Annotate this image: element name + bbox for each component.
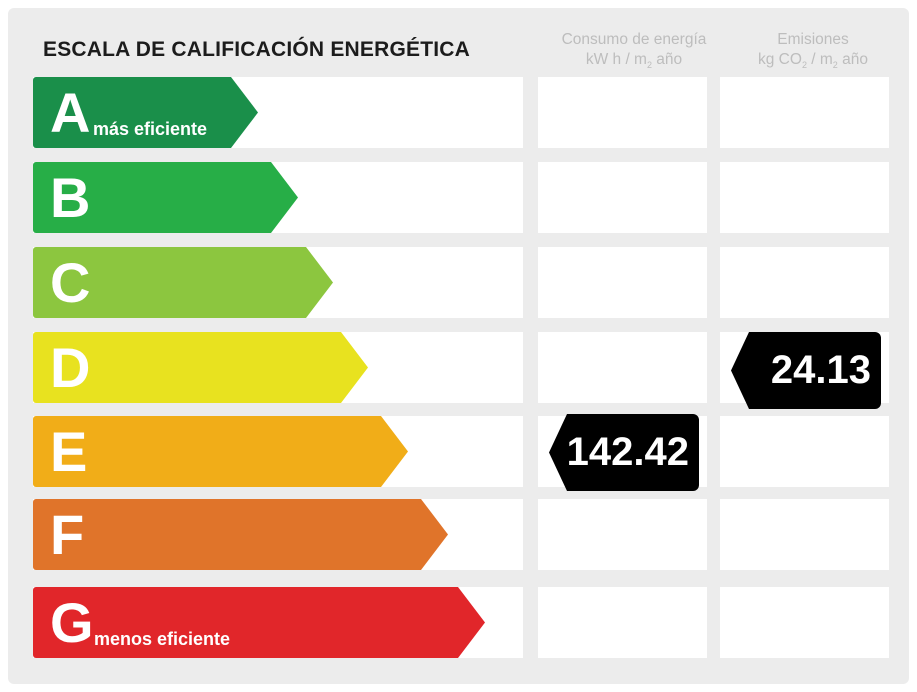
consumo-header-line1: Consumo de energía xyxy=(561,31,707,48)
emisiones-cell xyxy=(720,499,889,570)
emisiones-cell xyxy=(720,247,889,318)
grade-letter: A xyxy=(50,81,91,144)
grade-band-f: F xyxy=(33,499,448,570)
consumo-cell xyxy=(538,332,707,403)
grade-note: menos eficiente xyxy=(94,629,231,649)
grade-note: más eficiente xyxy=(93,119,208,139)
emisiones-value-indicator: 24.13 xyxy=(731,332,881,409)
emisiones-value: 24.13 xyxy=(770,348,871,392)
emisiones-cell xyxy=(720,162,889,233)
grade-band-b: B xyxy=(33,162,298,233)
consumo-cell xyxy=(538,162,707,233)
grade-letter: E xyxy=(50,420,88,483)
consumo-value: 142.42 xyxy=(566,430,689,474)
grade-band-d: D xyxy=(33,332,368,403)
grade-band-e: E xyxy=(33,416,408,487)
emisiones-cell xyxy=(720,77,889,148)
consumo-cell xyxy=(538,587,707,658)
consumo-header-units: kW h / m2 año xyxy=(585,51,683,71)
grade-letter: G xyxy=(50,591,94,654)
emisiones-header-line1: Emisiones xyxy=(777,31,849,48)
consumo-cell xyxy=(538,499,707,570)
grade-letter: C xyxy=(50,251,91,314)
emisiones-header-units: kg CO2 / m2 año xyxy=(758,51,868,71)
grade-letter: D xyxy=(50,336,91,399)
emisiones-cell xyxy=(720,587,889,658)
label-title: ESCALA DE CALIFICACIÓN ENERGÉTICA xyxy=(43,38,470,61)
consumo-cell xyxy=(538,77,707,148)
emisiones-cell xyxy=(720,416,889,487)
emisiones-column-header: Emisiones kg CO2 / m2 año xyxy=(723,30,903,70)
consumo-column-header: Consumo de energía kW h / m2 año xyxy=(541,30,727,70)
consumo-value-indicator: 142.42 xyxy=(549,414,699,491)
energy-label-card: ESCALA DE CALIFICACIÓN ENERGÉTICA Consum… xyxy=(8,8,909,684)
consumo-cell xyxy=(538,247,707,318)
grade-band-c: C xyxy=(33,247,333,318)
grade-letter: F xyxy=(50,503,85,566)
grade-letter: B xyxy=(50,166,91,229)
